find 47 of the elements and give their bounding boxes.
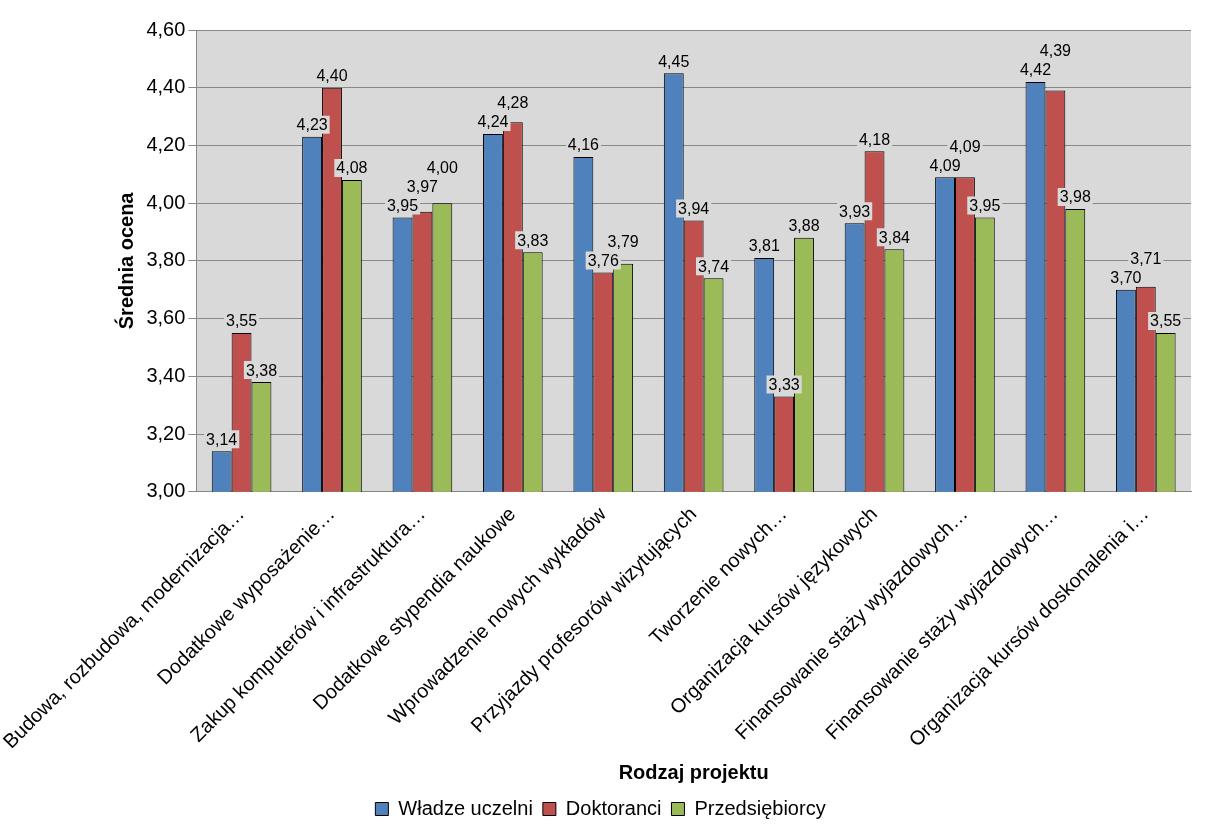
data-label: 3,76 [587, 251, 619, 269]
y-tick-label: 4,00 [146, 190, 186, 213]
data-label: 4,45 [658, 52, 690, 70]
data-label: 4,00 [426, 159, 458, 176]
y-tick-label: 3,80 [146, 248, 186, 271]
data-label: 3,83 [517, 231, 549, 249]
data-label: 3,81 [748, 237, 780, 255]
data-label: 3,55 [1150, 312, 1182, 330]
data-label: 3,70 [1110, 269, 1142, 287]
data-label: 3,94 [678, 199, 710, 217]
legend-label: Władze uczelni [398, 796, 533, 819]
x-axis-title: Rodzaj projektu [618, 760, 769, 783]
data-label: 3,38 [245, 361, 278, 379]
data-label: 4,09 [929, 156, 961, 174]
y-axis-title: Średnia ocena [113, 191, 137, 330]
data-label: 3,95 [386, 197, 419, 214]
data-label: 4,09 [949, 137, 981, 155]
data-label: 3,88 [788, 217, 820, 235]
data-label: 4,42 [1019, 61, 1052, 79]
data-label: 3,95 [969, 197, 1001, 214]
y-tick-label: 3,60 [146, 306, 186, 329]
data-label: 4,39 [1039, 42, 1072, 60]
y-tick-label: 3,00 [146, 479, 186, 502]
y-tick-label: 4,40 [146, 75, 186, 98]
data-label: 3,74 [698, 257, 730, 275]
data-label: 3,79 [607, 232, 639, 250]
legend-label: Przedsiębiorcy [694, 796, 826, 819]
data-label: 4,23 [296, 116, 328, 134]
data-label: 4,08 [336, 159, 368, 177]
data-label: 4,18 [858, 130, 891, 148]
y-tick-label: 3,20 [146, 421, 186, 444]
data-label: 4,40 [316, 67, 348, 85]
y-tick-label: 4,20 [146, 132, 186, 155]
data-label: 3,93 [839, 202, 871, 220]
legend-label: Doktoranci [565, 796, 662, 819]
data-label: 4,24 [477, 113, 509, 131]
data-label: 3,84 [878, 228, 911, 246]
data-label: 3,71 [1130, 250, 1162, 268]
data-label: 4,16 [567, 136, 600, 154]
data-label: 3,97 [406, 178, 439, 195]
data-label: 3,55 [226, 312, 258, 330]
data-label: 4,28 [497, 94, 529, 112]
data-label: 3,33 [768, 375, 800, 393]
y-tick-label: 4,60 [146, 17, 186, 40]
y-tick-label: 3,40 [146, 363, 186, 386]
data-label: 3,98 [1059, 188, 1091, 206]
data-label: 3,14 [206, 430, 238, 448]
